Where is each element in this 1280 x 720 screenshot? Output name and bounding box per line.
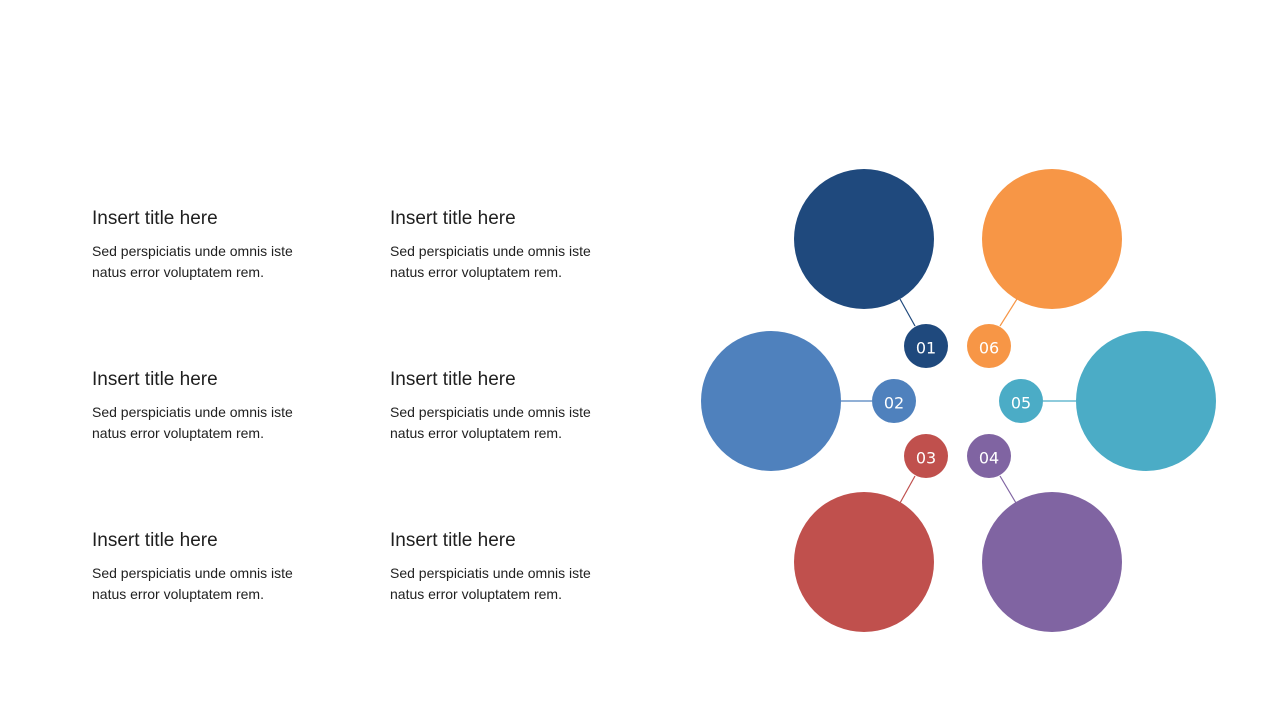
block-body: Sed perspiciatis unde omnis iste natus e… [92, 241, 352, 283]
text-block-6: Insert title here Sed perspiciatis unde … [390, 529, 650, 605]
block-body-line: natus error voluptatem rem. [390, 586, 562, 602]
block-body-line: natus error voluptatem rem. [92, 264, 264, 280]
text-block-4: Insert title here Sed perspiciatis unde … [390, 207, 650, 283]
petal-05 [1076, 331, 1216, 471]
block-body-line: Sed perspiciatis unde omnis iste [92, 404, 293, 420]
petal-01 [794, 169, 934, 309]
node-label-03: 03 [916, 449, 936, 468]
text-block-5: Insert title here Sed perspiciatis unde … [390, 368, 650, 444]
block-body: Sed perspiciatis unde omnis iste natus e… [390, 241, 650, 283]
node-badge-03 [904, 434, 948, 478]
petal-06 [982, 169, 1122, 309]
block-body: Sed perspiciatis unde omnis iste natus e… [92, 402, 352, 444]
petal-03 [794, 492, 934, 632]
node-badge-06 [967, 324, 1011, 368]
node-badge-01 [904, 324, 948, 368]
node-label-04: 04 [979, 449, 999, 468]
text-block-1: Insert title here Sed perspiciatis unde … [92, 207, 352, 283]
block-body: Sed perspiciatis unde omnis iste natus e… [390, 402, 650, 444]
block-body-line: Sed perspiciatis unde omnis iste [390, 565, 591, 581]
node-label-02: 02 [884, 394, 904, 413]
block-body-line: natus error voluptatem rem. [92, 586, 264, 602]
block-body-line: Sed perspiciatis unde omnis iste [390, 243, 591, 259]
block-title: Insert title here [92, 208, 218, 229]
block-body: Sed perspiciatis unde omnis iste natus e… [92, 563, 352, 605]
connector-06 [999, 298, 1018, 327]
petal-04 [982, 492, 1122, 632]
node-badge-02 [872, 379, 916, 423]
text-block-2: Insert title here Sed perspiciatis unde … [92, 368, 352, 444]
block-title: Insert title here [390, 530, 516, 551]
block-title: Insert title here [92, 530, 218, 551]
text-block-3: Insert title here Sed perspiciatis unde … [92, 529, 352, 605]
block-body-line: natus error voluptatem rem. [390, 264, 562, 280]
node-label-05: 05 [1011, 394, 1031, 413]
block-title: Insert title here [92, 369, 218, 390]
node-badge-05 [999, 379, 1043, 423]
node-label-06: 06 [979, 339, 999, 358]
connector-03 [899, 475, 916, 504]
block-title: Insert title here [390, 208, 516, 229]
block-body-line: Sed perspiciatis unde omnis iste [390, 404, 591, 420]
block-body: Sed perspiciatis unde omnis iste natus e… [390, 563, 650, 605]
block-title: Insert title here [390, 369, 516, 390]
connector-04 [999, 475, 1017, 504]
node-label-01: 01 [916, 339, 936, 358]
block-body-line: natus error voluptatem rem. [390, 425, 562, 441]
node-badge-04 [967, 434, 1011, 478]
block-body-line: natus error voluptatem rem. [92, 425, 264, 441]
block-body-line: Sed perspiciatis unde omnis iste [92, 565, 293, 581]
block-body-line: Sed perspiciatis unde omnis iste [92, 243, 293, 259]
connector-01 [899, 298, 916, 327]
petal-02 [701, 331, 841, 471]
